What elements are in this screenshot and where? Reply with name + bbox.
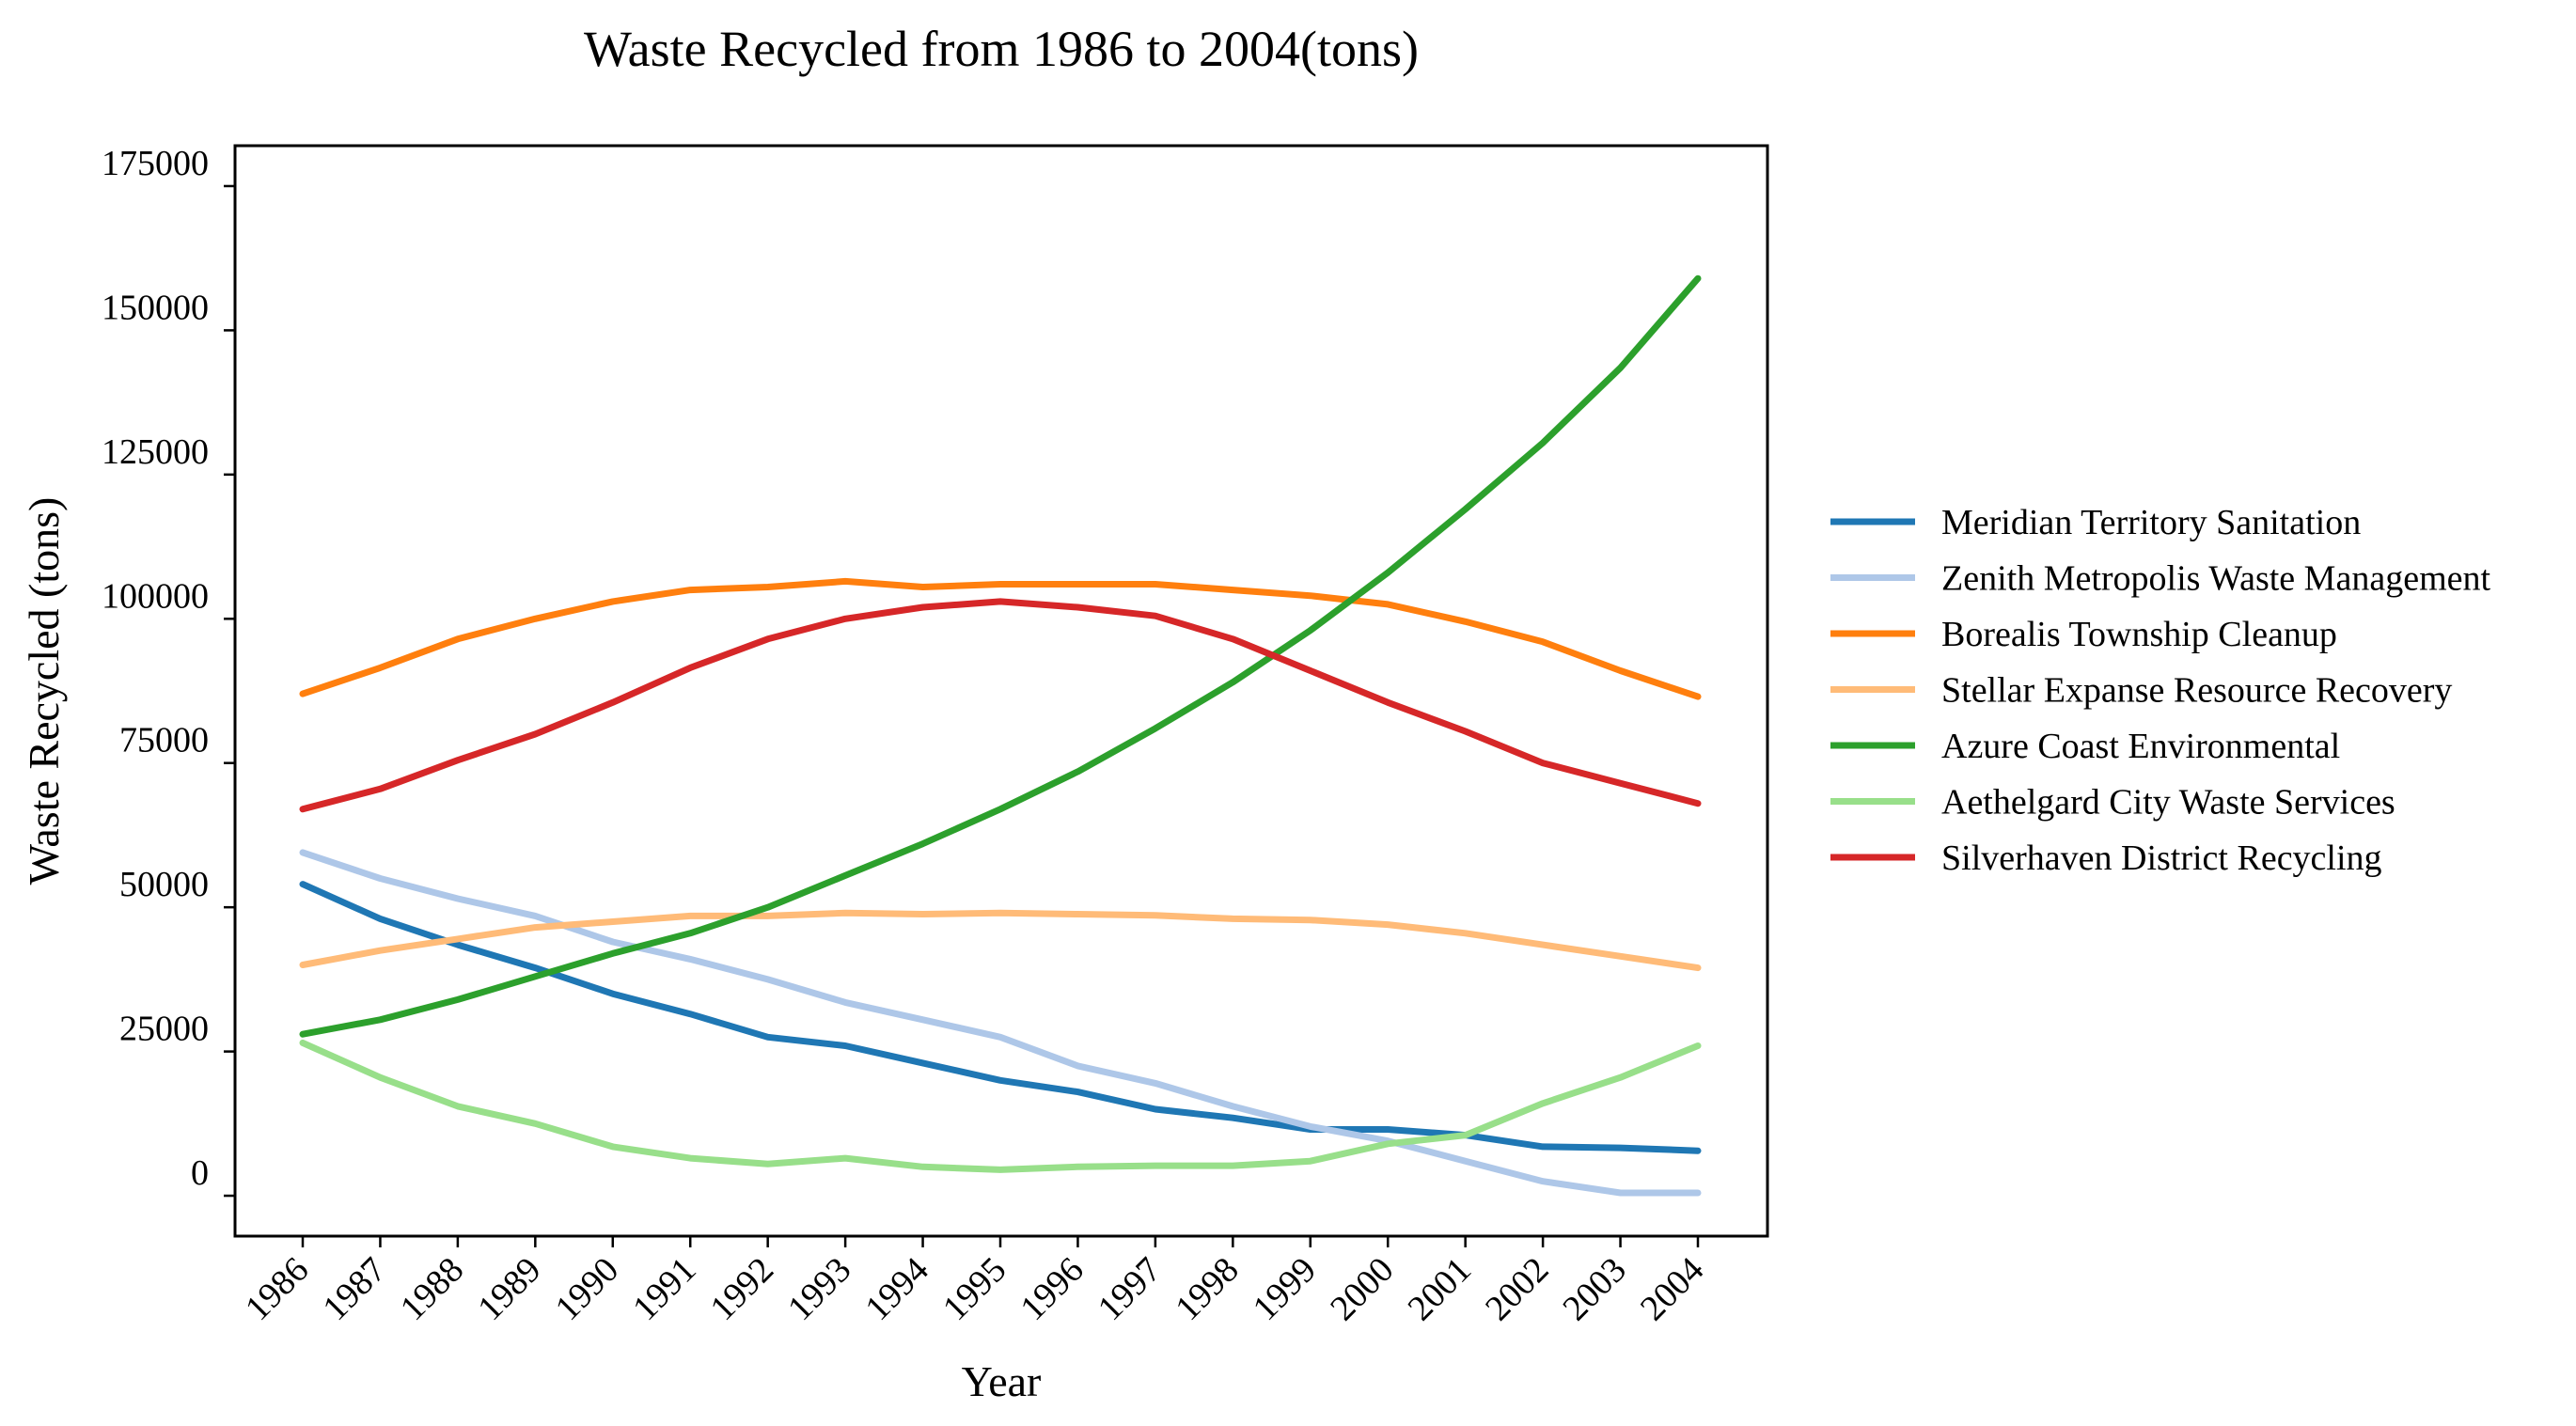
- y-tick-label: 0: [191, 1153, 209, 1193]
- x-tick-label: 1987: [315, 1250, 393, 1328]
- x-tick-label: 1997: [1091, 1250, 1169, 1328]
- x-tick-label: 1998: [1168, 1250, 1246, 1328]
- x-axis: 1986 1987 1988 1989 1990 1991 1992 1993 1994 1995…: [238, 1236, 1711, 1328]
- legend-label: Azure Coast Environmental: [1941, 727, 2340, 766]
- legend-label: Meridian Territory Sanitation: [1941, 503, 2361, 542]
- x-tick-label: 2001: [1401, 1250, 1479, 1328]
- x-tick-label: 2004: [1633, 1250, 1711, 1328]
- x-tick-label: 2002: [1478, 1250, 1556, 1328]
- series-line: [299, 1039, 1702, 1173]
- x-tick-label: 1995: [935, 1250, 1013, 1328]
- x-axis-label: Year: [962, 1357, 1042, 1405]
- series-line: [299, 849, 1702, 1197]
- y-tick-label: 125000: [102, 432, 209, 472]
- x-tick-label: 1988: [393, 1250, 471, 1328]
- y-tick-label: 150000: [102, 288, 209, 327]
- series-line: [299, 598, 1702, 813]
- x-tick-label: 1993: [780, 1250, 858, 1328]
- legend-label: Silverhaven District Recycling: [1941, 838, 2382, 878]
- legend-label: Stellar Expanse Resource Recovery: [1941, 671, 2452, 711]
- y-tick-label: 100000: [102, 576, 209, 616]
- series-line: [299, 909, 1702, 972]
- y-tick-label: 50000: [119, 865, 209, 904]
- plot-area: 0 25000 50000 75000 100000 125000 150000 175000…: [102, 144, 1769, 1328]
- y-tick-label: 25000: [119, 1010, 209, 1049]
- series-line: [299, 577, 1702, 700]
- x-tick-label: 1992: [703, 1250, 781, 1328]
- y-axis-label: Waste Recycled (tons): [20, 497, 68, 885]
- legend: Meridian Territory Sanitation Zenith Metr…: [1830, 503, 2490, 878]
- x-tick-label: 2000: [1323, 1250, 1401, 1328]
- legend-label: Aethelgard City Waste Services: [1941, 783, 2395, 823]
- legend-label: Zenith Metropolis Waste Management: [1941, 559, 2490, 599]
- chart-title: Waste Recycled from 1986 to 2004(tons): [584, 21, 1419, 77]
- y-tick-label: 175000: [102, 144, 209, 183]
- x-tick-label: 1999: [1246, 1250, 1324, 1328]
- series-lines: [299, 274, 1702, 1197]
- legend-label: Borealis Township Cleanup: [1941, 615, 2337, 654]
- series-line: [299, 881, 1702, 1154]
- plot-frame: [233, 144, 1769, 1238]
- x-tick-label: 1996: [1013, 1250, 1091, 1328]
- y-tick-label: 75000: [119, 721, 209, 760]
- x-tick-label: 1991: [625, 1250, 703, 1328]
- x-tick-label: 2003: [1555, 1250, 1633, 1328]
- y-axis: 0 25000 50000 75000 100000 125000 150000 175000: [102, 144, 235, 1198]
- x-tick-label: 1989: [470, 1250, 548, 1328]
- x-tick-label: 1990: [548, 1250, 626, 1328]
- x-tick-label: 1994: [857, 1250, 935, 1328]
- series-line: [299, 274, 1702, 1038]
- x-tick-label: 1986: [238, 1250, 316, 1328]
